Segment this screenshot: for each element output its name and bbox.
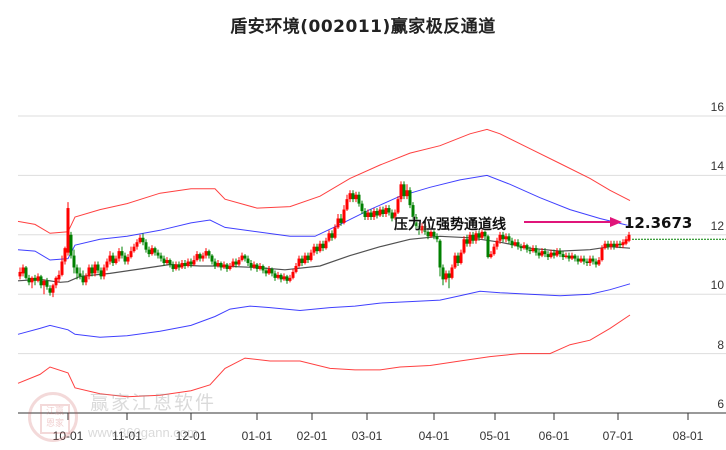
x-tick-label: 03-01 (351, 429, 383, 443)
watermark-seal-text: 江赢恩家 (40, 404, 70, 434)
x-tick-label: 06-01 (538, 429, 570, 443)
x-tick-label: 01-01 (241, 429, 273, 443)
candlesticks (18, 181, 726, 298)
watermark-url: www.360gann.com (88, 425, 198, 440)
y-tick-label: 6 (717, 397, 724, 411)
x-tick-label: 11-01 (112, 429, 142, 443)
x-tick-label: 04-01 (418, 429, 450, 443)
watermark-text: 赢家江恩软件 (90, 392, 217, 414)
x-tick-label: 07-01 (602, 429, 634, 443)
pressure-line-value: 12.3673 (624, 214, 693, 232)
x-tick-label: 05-01 (479, 429, 511, 443)
chart-title: 盾安环境(002011)赢家极反通道 (230, 17, 496, 37)
channel-lines (17, 128, 631, 398)
y-tick-label: 8 (717, 337, 724, 352)
pressure-line-label: 压力位强势通道线 (394, 217, 506, 233)
y-tick-label: 10 (710, 278, 724, 293)
y-tick-label: 12 (710, 218, 724, 233)
x-axis (18, 412, 726, 420)
y-tick-label: 14 (710, 159, 724, 174)
gridlines (18, 115, 726, 355)
x-tick-label: 02-01 (296, 429, 328, 443)
watermark-seal-icon: 江赢恩家 (28, 392, 78, 442)
x-tick-label: 12-01 (175, 429, 207, 443)
x-tick-label: 08-01 (672, 429, 704, 443)
annotation-arrow (524, 217, 622, 227)
y-tick-label: 16 (710, 100, 724, 114)
